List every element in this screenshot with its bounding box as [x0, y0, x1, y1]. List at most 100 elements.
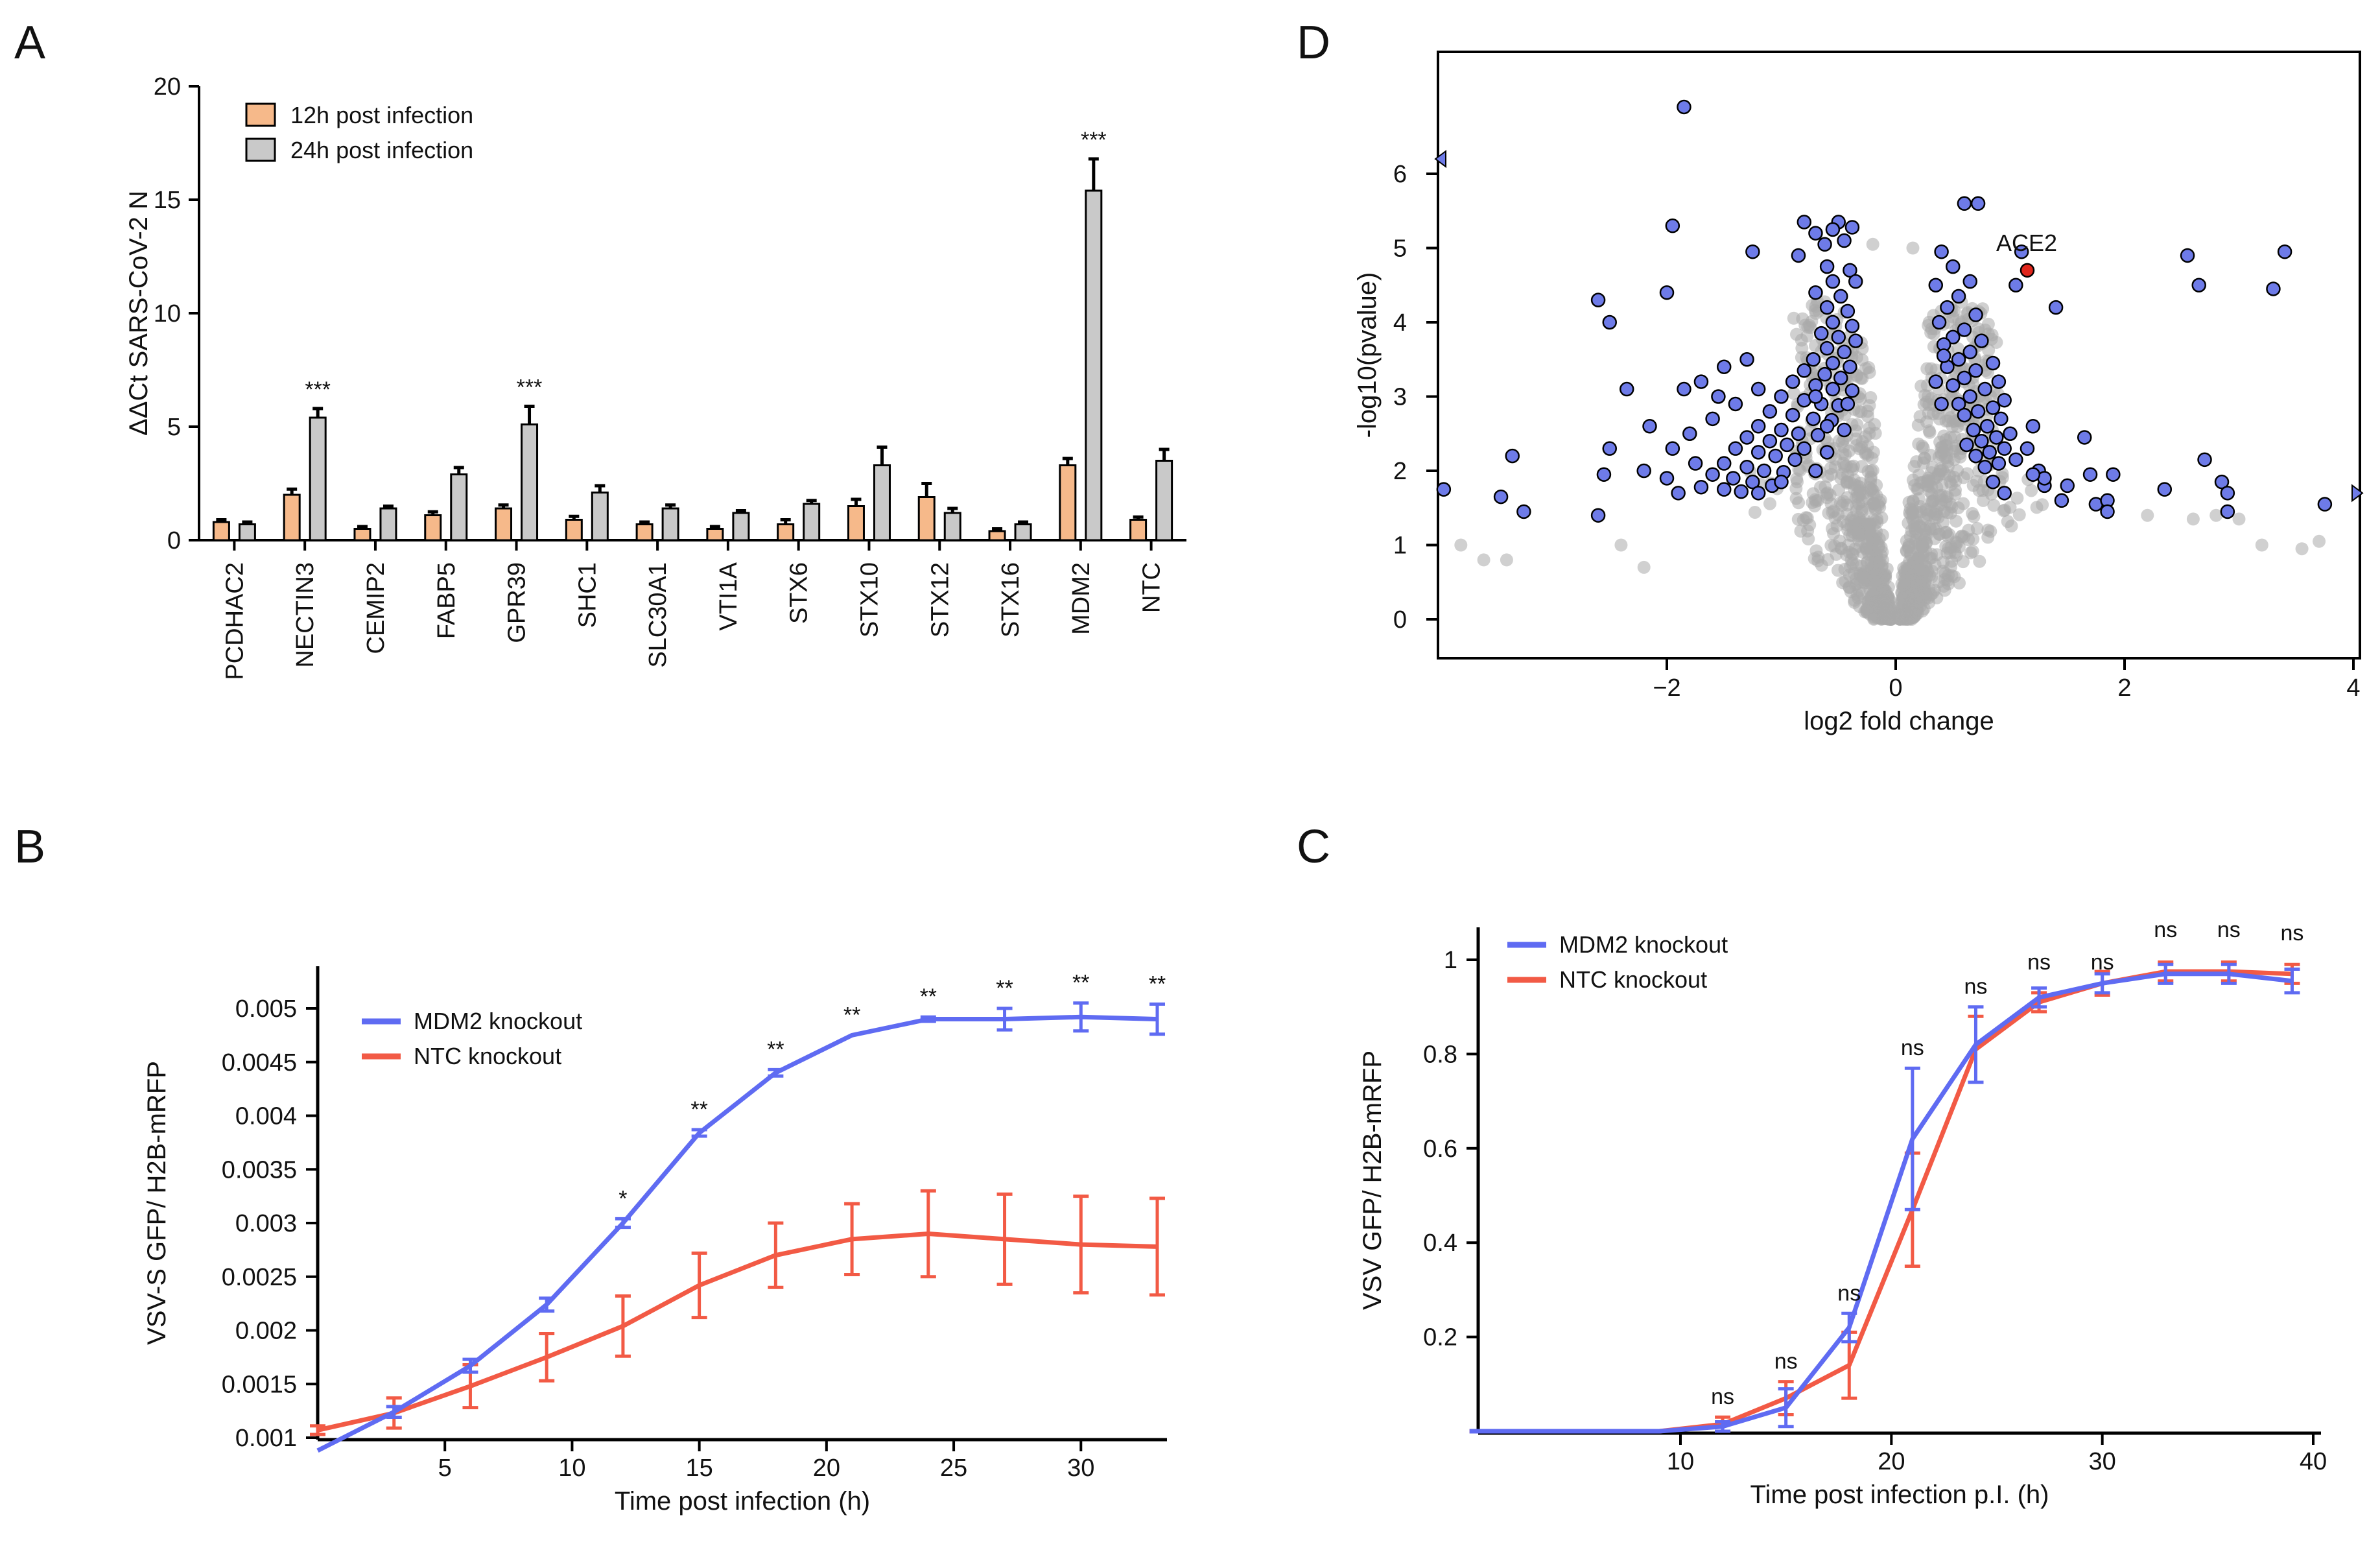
d-nonsignificant-point [1852, 526, 1865, 540]
d-nonsignificant-point [1839, 459, 1853, 473]
d-nonsignificant-point [1863, 366, 1876, 379]
d-nonsignificant-point [2010, 492, 2024, 505]
d-nonsignificant-point [1906, 503, 1920, 517]
c-x-tick-label: 10 [1667, 1448, 1694, 1475]
d-significant-point [1931, 315, 1947, 330]
d-significant-point [1928, 278, 1944, 292]
d-nonsignificant-point [1830, 547, 1843, 561]
d-significant-point [1590, 508, 1606, 523]
d-nonsignificant-point [1981, 523, 1995, 537]
a-bar-12h [847, 505, 865, 541]
c-significance-label: ns [2217, 918, 2241, 942]
d-significant-point [1840, 396, 1856, 412]
d-significant-point [2060, 478, 2075, 494]
d-significant-point [1997, 392, 2012, 408]
a-bar-24h [1155, 460, 1173, 541]
d-nonsignificant-point [1859, 447, 1872, 461]
d-nonsignificant-point [2255, 538, 2268, 552]
d-significant-point [1682, 426, 1697, 441]
a-category-label: VTI1A [715, 562, 742, 630]
d-significant-point [1843, 359, 1857, 374]
b-y-tick-label: 0.003 [235, 1210, 297, 1237]
d-significant-point [1750, 419, 1766, 434]
a-bar-24h [379, 507, 397, 541]
a-category-label: STX10 [856, 562, 883, 637]
d-significant-point [1726, 471, 1741, 486]
d-nonsignificant-point [1912, 575, 1926, 589]
d-significant-point [1844, 318, 1860, 333]
d-nonsignificant-point [1830, 519, 1844, 532]
d-nonsignificant-point [1858, 514, 1872, 527]
b-y-tick-label: 0.0015 [222, 1371, 297, 1398]
a-category-label: STX16 [997, 562, 1024, 637]
d-nonsignificant-point [1822, 506, 1835, 520]
d-nonsignificant-point [1833, 534, 1846, 548]
d-y-tick-label: 4 [1393, 309, 1407, 337]
d-nonsignificant-point [1787, 386, 1800, 400]
b-y-axis-label: VSV-S GFP/ H2B-mRFP [143, 1061, 171, 1345]
d-significant-point [1806, 352, 1821, 367]
d-nonsignificant-point [1937, 555, 1950, 569]
a-category-label: PCDHAC2 [221, 562, 248, 680]
d-nonsignificant-point [1867, 612, 1881, 626]
d-nonsignificant-point [1985, 328, 1999, 342]
d-significant-point [1785, 374, 1800, 389]
b-x-tick-label: 20 [813, 1455, 840, 1482]
d-significant-point [2266, 281, 2281, 296]
panel-b-line-chart: 0.001 0.0015 0.002 0.0025 0.003 0.0035 0.004 0.… [143, 966, 1167, 1516]
d-nonsignificant-point [1913, 410, 1927, 423]
d-significant-point [1791, 248, 1806, 263]
d-nonsignificant-point [1948, 540, 1962, 553]
d-nonsignificant-point [1850, 418, 1864, 431]
d-significant-point [1785, 407, 1800, 423]
d-significant-point [1780, 437, 1795, 453]
d-significant-point [1934, 244, 1949, 259]
d-significant-point [1848, 274, 1863, 289]
d-nonsignificant-point [2030, 501, 2044, 514]
d-significant-point [1991, 456, 2007, 471]
d-significant-point [2277, 244, 2292, 259]
d-y-tick-label: 6 [1393, 161, 1407, 188]
d-significant-point [1994, 411, 2009, 427]
d-nonsignificant-point [1789, 492, 1803, 505]
d-significant-point [1833, 289, 1848, 304]
a-bar-12h [1129, 519, 1148, 541]
d-significant-point [1665, 218, 1680, 233]
c-legend-label-mdm2: MDM2 knockout [1559, 931, 1728, 958]
d-significant-point [1636, 463, 1651, 479]
d-nonsignificant-point [1922, 474, 1935, 488]
b-line-ntc [317, 1231, 1158, 1433]
d-nonsignificant-point [1873, 501, 1887, 514]
c-significance-label: ns [1837, 1281, 1861, 1305]
b-significance-label: * [619, 1186, 627, 1211]
b-y-tick-label: 0.0025 [222, 1264, 297, 1291]
b-y-tick-label: 0.001 [235, 1425, 297, 1452]
d-significant-point [1596, 467, 1612, 482]
d-nonsignificant-point [1860, 556, 1874, 569]
d-nonsignificant-point [1941, 455, 1955, 468]
d-significant-point [1677, 381, 1691, 397]
d-significant-point [1590, 292, 1606, 307]
c-significance-label: ns [2281, 921, 2304, 945]
b-x-tick-label: 5 [438, 1455, 452, 1482]
d-significant-point [1985, 355, 2001, 371]
c-significance-label: ns [2027, 950, 2051, 975]
d-ace2-point [2020, 263, 2035, 278]
d-nonsignificant-point [1987, 499, 2001, 512]
a-category-label: GPR39 [504, 562, 531, 643]
d-nonsignificant-point [1637, 560, 1651, 574]
d-significant-point [1745, 474, 1760, 490]
d-significant-point [1817, 237, 1832, 252]
b-significance-label: ** [996, 976, 1013, 1001]
d-nonsignificant-point [1861, 595, 1875, 608]
d-significant-point [1962, 389, 1977, 404]
d-nonsignificant-point [1748, 506, 1761, 519]
d-significant-point [1808, 226, 1823, 241]
d-significant-point [1966, 422, 1981, 438]
d-nonsignificant-point [1614, 538, 1628, 552]
d-significant-point [2003, 426, 2018, 441]
a-bar-24h [1014, 523, 1032, 541]
c-significance-label: ns [1774, 1350, 1798, 1374]
c-y-tick-label: 0.4 [1423, 1230, 1457, 1257]
